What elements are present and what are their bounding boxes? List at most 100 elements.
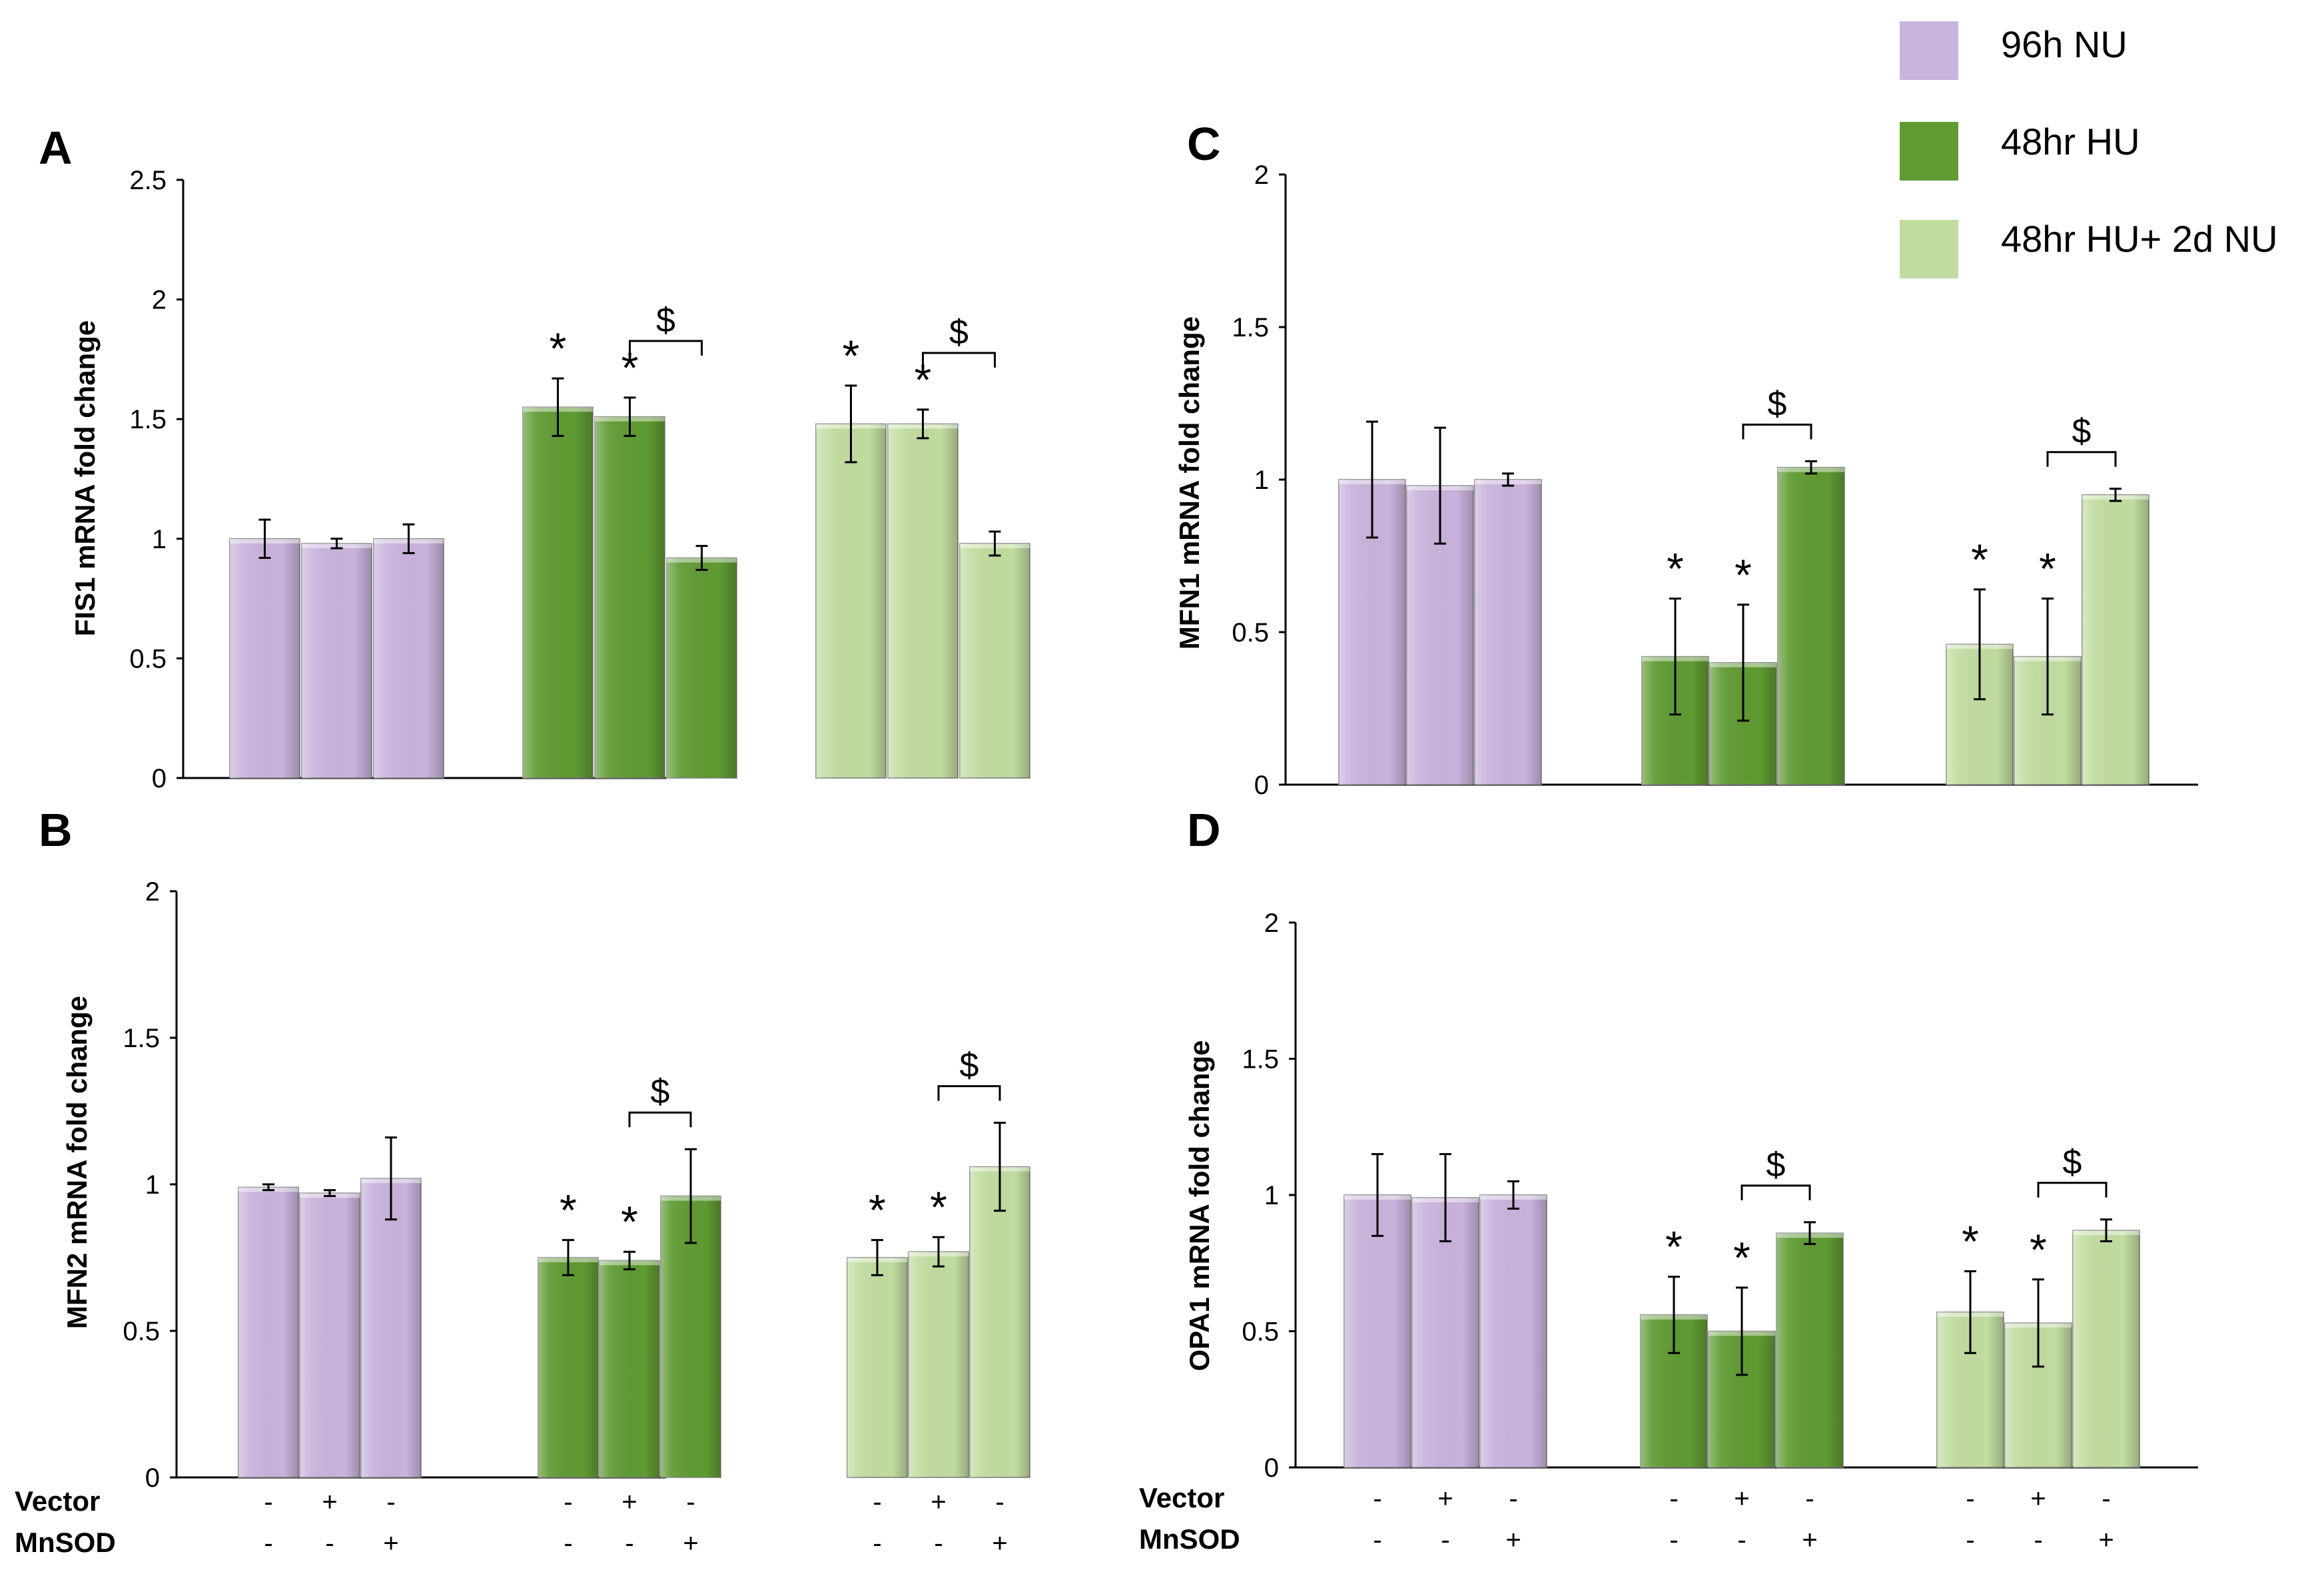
panel-d-y-tick-label: 0 bbox=[1264, 1453, 1279, 1483]
legend-item-48hr-hu: 48hr HU bbox=[1900, 121, 2140, 181]
panel-letter-a: A bbox=[39, 122, 73, 174]
panel-d-bar-shading bbox=[1344, 1195, 1411, 1467]
panel-b-y-tick-label: 2 bbox=[145, 877, 160, 907]
panel-d-bar-shading bbox=[1776, 1233, 1843, 1467]
panel-c-significance-star: * bbox=[1667, 544, 1684, 593]
treatment-signs-left: - - + - - + - - + - - + - - + - - + bbox=[264, 1487, 1007, 1558]
vector-sign: - bbox=[1373, 1484, 1381, 1513]
vector-sign: - bbox=[686, 1487, 695, 1517]
panel-d-significance-star: * bbox=[1962, 1217, 1979, 1266]
panel-a-bar-shading bbox=[960, 543, 1030, 778]
treatment-signs-right: - - + - - + - - + - - + - - + - - + bbox=[1373, 1484, 2114, 1555]
panel-b-significance-star: * bbox=[869, 1186, 886, 1235]
mnsod-sign: - bbox=[2034, 1525, 2042, 1555]
panel-a-bar-shading bbox=[374, 538, 444, 778]
panel-a-bar-shading bbox=[667, 558, 737, 778]
mnsod-sign: - bbox=[1966, 1525, 1974, 1555]
panel-c-significance-star: * bbox=[2039, 544, 2056, 593]
panel-d-ylabel: OPA1 mRNA fold change bbox=[1184, 1040, 1215, 1371]
panel-d-y-tick-label: 2 bbox=[1264, 909, 1279, 938]
panel-c-ylabel: MFN1 mRNA fold change bbox=[1174, 316, 1205, 649]
panel-d-opa1: OPA1 mRNA fold change 0 0.5 1 1.5 2 * * $ * * $ bbox=[1184, 909, 2198, 1483]
panel-a-ylabel: FIS1 mRNA fold change bbox=[69, 320, 101, 637]
panel-b-dollar-sign: $ bbox=[651, 1072, 670, 1111]
legend-label-48hr-hu-2d-nu: 48hr HU+ 2d NU bbox=[2001, 218, 2278, 260]
mnsod-sign: - bbox=[264, 1529, 272, 1558]
mnsod-sign: - bbox=[325, 1529, 334, 1558]
vector-sign: - bbox=[1805, 1484, 1814, 1513]
panel-a-y-tick-label: 2.5 bbox=[129, 166, 167, 195]
panel-b-y-tick-label: 0.5 bbox=[123, 1317, 160, 1346]
panel-b-y-tick-label: 1 bbox=[145, 1170, 160, 1200]
panel-d-y-tick-label: 1 bbox=[1264, 1181, 1279, 1210]
legend-swatch-48hr-hu bbox=[1900, 122, 1958, 181]
mnsod-row-label-left: MnSOD bbox=[15, 1527, 116, 1558]
panel-d-dollar-sign: $ bbox=[2063, 1143, 2082, 1182]
vector-sign: + bbox=[931, 1487, 946, 1517]
mnsod-sign: - bbox=[1441, 1525, 1449, 1555]
panel-b-bar-shading bbox=[361, 1178, 421, 1477]
mnsod-sign: - bbox=[873, 1529, 881, 1558]
panel-b-mfn2: MFN2 mRNA fold change 0 0.5 1 1.5 2 * * $ * * $ bbox=[61, 877, 1030, 1493]
panel-c-y-tick-label: 2 bbox=[1254, 161, 1269, 190]
mnsod-sign: + bbox=[1505, 1525, 1521, 1555]
vector-sign: + bbox=[2030, 1484, 2046, 1513]
legend-label-48hr-hu: 48hr HU bbox=[2001, 121, 2140, 163]
vector-sign: - bbox=[995, 1487, 1004, 1517]
panel-b-ylabel: MFN2 mRNA fold change bbox=[61, 996, 93, 1329]
panel-a-comparison-bracket bbox=[922, 352, 996, 368]
mnsod-row-label-right: MnSOD bbox=[1139, 1523, 1240, 1555]
panel-d-bar-shading bbox=[2073, 1230, 2139, 1467]
vector-sign: - bbox=[1966, 1484, 1974, 1513]
mnsod-sign: + bbox=[383, 1529, 398, 1558]
mnsod-sign: - bbox=[625, 1529, 633, 1558]
vector-sign: - bbox=[264, 1487, 272, 1517]
legend-swatch-96h-nu bbox=[1900, 21, 1958, 80]
panel-a-significance-star: * bbox=[550, 324, 567, 373]
vector-sign: - bbox=[2102, 1484, 2110, 1513]
mnsod-sign: - bbox=[1373, 1525, 1381, 1555]
panel-c-y-tick-label: 0 bbox=[1254, 771, 1269, 800]
vector-sign: + bbox=[1437, 1484, 1453, 1513]
vector-sign: + bbox=[621, 1487, 637, 1517]
panel-b-comparison-bracket bbox=[628, 1111, 692, 1128]
panel-b-significance-star: * bbox=[621, 1197, 638, 1246]
vector-sign: + bbox=[1734, 1484, 1749, 1513]
panel-b-bar-shading bbox=[538, 1258, 598, 1477]
panel-b-bar-shading bbox=[599, 1260, 659, 1477]
panel-d-dollar-sign: $ bbox=[1766, 1146, 1786, 1184]
legend-item-48hr-hu-2d-nu: 48hr HU+ 2d NU bbox=[1900, 218, 2278, 278]
panel-b-bar-shading bbox=[909, 1252, 968, 1477]
panel-d-significance-star: * bbox=[1665, 1222, 1683, 1272]
mnsod-sign: - bbox=[1669, 1525, 1678, 1555]
panel-d-bar-shading bbox=[1480, 1195, 1547, 1467]
panel-b-bar-shading bbox=[970, 1166, 1030, 1477]
panel-c-comparison-bracket bbox=[2046, 451, 2117, 467]
panel-d-comparison-bracket bbox=[2037, 1182, 2108, 1198]
panel-a-bar-shading bbox=[816, 424, 886, 778]
legend-swatch-48hr-hu-2d-nu bbox=[1900, 220, 1958, 278]
legend-item-96h-nu: 96h NU bbox=[1900, 21, 2128, 80]
panel-letter-b: B bbox=[39, 804, 73, 856]
panel-d-y-tick-label: 0.5 bbox=[1242, 1318, 1279, 1347]
panel-c-y-tick-label: 1 bbox=[1254, 466, 1269, 495]
panel-b-comparison-bracket bbox=[937, 1085, 1001, 1101]
panel-c-y-tick-label: 0.5 bbox=[1232, 618, 1269, 647]
panel-a-dollar-sign: $ bbox=[656, 301, 675, 340]
panel-a-comparison-bracket bbox=[629, 340, 703, 356]
panel-b-bar-shading bbox=[847, 1258, 907, 1477]
panel-a-y-tick-label: 0.5 bbox=[129, 644, 167, 673]
panel-b-dollar-sign: $ bbox=[960, 1046, 979, 1085]
panel-a-y-tick-label: 0 bbox=[152, 764, 167, 793]
panel-b-significance-star: * bbox=[560, 1186, 577, 1235]
panel-a-bar-shading bbox=[523, 407, 593, 778]
vector-sign: + bbox=[322, 1487, 337, 1517]
vector-sign: - bbox=[386, 1487, 395, 1517]
panel-b-bar-shading bbox=[238, 1187, 298, 1477]
panel-b-y-tick-label: 1.5 bbox=[123, 1024, 160, 1053]
panel-d-comparison-bracket bbox=[1741, 1184, 1811, 1200]
mnsod-sign: - bbox=[564, 1529, 572, 1558]
panel-b-significance-star: * bbox=[930, 1182, 947, 1232]
panel-a-significance-star: * bbox=[843, 331, 860, 380]
